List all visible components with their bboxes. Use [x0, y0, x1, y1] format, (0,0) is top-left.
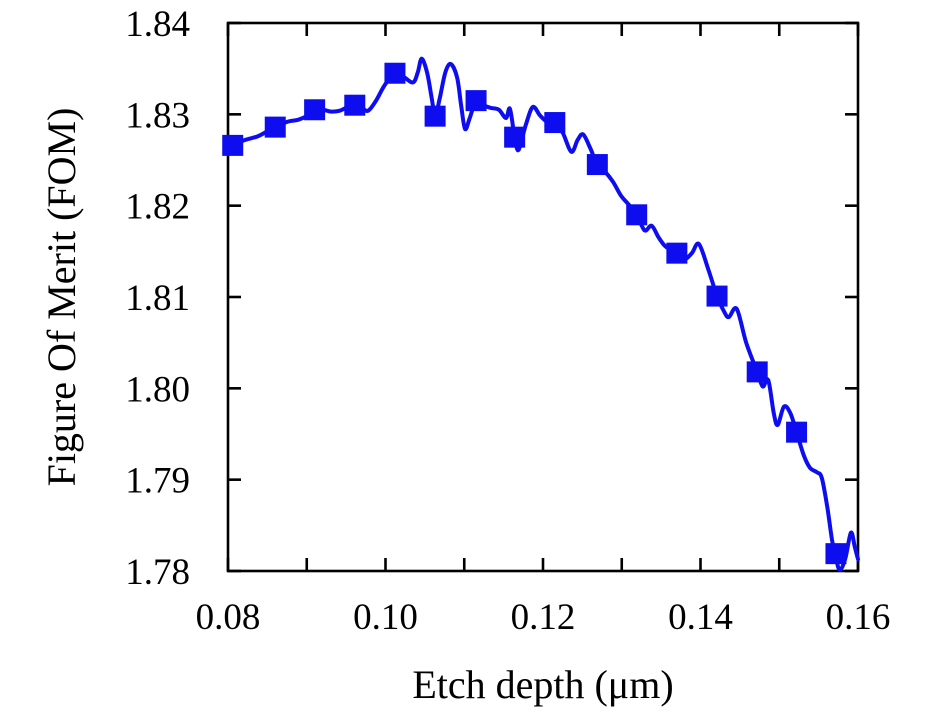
y-tick-label: 1.80: [125, 369, 190, 410]
y-tick-label: 1.81: [125, 278, 190, 319]
y-tick-label: 1.84: [125, 4, 190, 45]
data-point-marker: [706, 285, 728, 307]
y-axis-title: Figure Of Merit (FOM): [39, 108, 84, 487]
data-point-marker: [626, 204, 648, 226]
x-tick-label: 0.14: [668, 597, 733, 638]
y-tick-label: 1.78: [125, 552, 190, 593]
y-tick-label: 1.82: [125, 187, 190, 228]
y-tick-label: 1.79: [125, 461, 190, 502]
x-axis-title: Etch depth (μm): [412, 662, 673, 707]
data-point-marker: [825, 543, 847, 565]
data-point-marker: [544, 112, 566, 134]
data-curve: [226, 56, 860, 573]
data-point-marker: [222, 134, 244, 156]
data-point-marker: [746, 361, 768, 383]
y-tick-label: 1.83: [125, 95, 190, 136]
data-point-marker: [465, 90, 487, 112]
data-point-marker: [504, 126, 526, 148]
data-point-marker: [586, 154, 608, 176]
data-point-marker: [264, 116, 286, 138]
data-point-marker: [424, 105, 446, 127]
x-tick-label: 0.16: [826, 597, 891, 638]
x-tick-label: 0.10: [353, 597, 418, 638]
x-tick-label: 0.12: [511, 597, 576, 638]
data-point-marker: [304, 99, 326, 121]
data-point-marker: [384, 62, 406, 84]
x-tick-label: 0.08: [196, 597, 261, 638]
data-point-marker: [666, 242, 688, 264]
data-point-marker: [786, 421, 808, 443]
data-point-marker: [344, 94, 366, 116]
